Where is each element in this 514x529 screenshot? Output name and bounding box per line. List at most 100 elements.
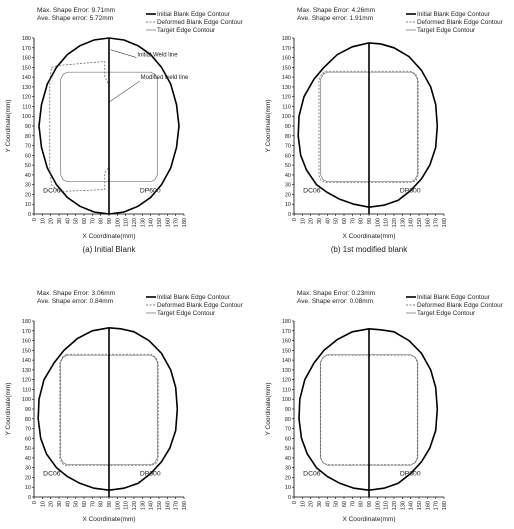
y-axis-title: Y Coordinate(mm) <box>5 383 12 436</box>
x-tick-label: 30 <box>57 501 63 507</box>
x-tick-label: 170 <box>434 501 440 510</box>
x-tick-label: 20 <box>49 501 55 507</box>
annotation-modified-weld-leader <box>109 80 140 102</box>
x-tick-label: 70 <box>90 218 96 224</box>
y-tick-label: 80 <box>285 417 291 423</box>
y-tick-label: 30 <box>285 466 291 472</box>
legend-label-target: Target Edge Contour <box>417 27 475 34</box>
x-tick-label: 20 <box>309 218 315 224</box>
series-target-contour <box>60 354 158 466</box>
x-tick-label: 60 <box>342 218 348 224</box>
x-tick-label: 60 <box>342 501 348 507</box>
y-tick-label: 100 <box>22 114 31 120</box>
x-tick-label: 90 <box>107 218 113 224</box>
y-tick-label: 30 <box>25 183 31 189</box>
y-tick-label: 140 <box>22 75 31 81</box>
x-tick-label: 130 <box>400 218 406 227</box>
y-tick-label: 120 <box>22 378 31 384</box>
y-tick-label: 60 <box>25 436 31 442</box>
chart-panel-2: 0102030405060708090100110120130140150160… <box>265 7 503 254</box>
y-tick-label: 170 <box>22 329 31 335</box>
x-tick-label: 30 <box>317 501 323 507</box>
y-tick-label: 120 <box>282 378 291 384</box>
x-tick-label: 80 <box>359 501 365 507</box>
series-deformed-blank-contour <box>59 353 159 467</box>
y-tick-label: 130 <box>22 368 31 374</box>
max-shape-error: Max. Shape Error: 0.23mm <box>297 290 375 297</box>
x-tick-label: 170 <box>434 218 440 227</box>
y-tick-label: 180 <box>282 319 291 325</box>
y-tick-label: 110 <box>282 104 291 110</box>
x-tick-label: 140 <box>149 501 155 510</box>
chart-panel-3: 0102030405060708090100110120130140150160… <box>5 290 243 529</box>
y-tick-label: 160 <box>282 56 291 62</box>
x-tick-label: 110 <box>384 501 390 510</box>
x-tick-label: 50 <box>334 218 340 224</box>
x-tick-label: 100 <box>115 501 121 510</box>
legend-label-initial: Initial Blank Edge Contour <box>157 294 230 301</box>
y-tick-label: 50 <box>285 446 291 452</box>
y-tick-label: 110 <box>22 104 31 110</box>
series-initial-blank-contour <box>298 328 439 492</box>
y-tick-label: 20 <box>285 192 291 198</box>
series-target-contour <box>319 354 419 466</box>
x-tick-label: 40 <box>325 218 331 224</box>
y-tick-label: 40 <box>285 173 291 179</box>
x-tick-label: 150 <box>417 501 423 510</box>
panel-caption: (b) 1st modified blank <box>331 245 408 254</box>
x-tick-label: 180 <box>182 501 188 510</box>
max-shape-error: Max. Shape Error: 9.71mm <box>37 7 115 14</box>
y-tick-label: 30 <box>285 183 291 189</box>
y-tick-label: 130 <box>22 85 31 91</box>
y-tick-label: 10 <box>285 202 291 208</box>
legend-label-initial: Initial Blank Edge Contour <box>417 11 490 18</box>
x-tick-label: 80 <box>99 501 105 507</box>
x-tick-label: 140 <box>409 218 415 227</box>
y-tick-label: 80 <box>25 134 31 140</box>
x-tick-label: 40 <box>65 501 71 507</box>
ave-shape-error: Ave. Shape error: 5.72mm <box>37 15 113 22</box>
x-tick-label: 80 <box>99 218 105 224</box>
y-tick-label: 0 <box>288 212 291 218</box>
material-label-right: DP600 <box>140 187 161 194</box>
x-tick-label: 90 <box>107 501 113 507</box>
material-label-left: DC06 <box>303 187 321 194</box>
legend-label-initial: Initial Blank Edge Contour <box>157 11 230 18</box>
y-tick-label: 170 <box>22 46 31 52</box>
x-tick-label: 130 <box>140 501 146 510</box>
y-tick-label: 100 <box>22 397 31 403</box>
x-tick-label: 130 <box>400 501 406 510</box>
x-tick-label: 110 <box>124 501 130 510</box>
x-tick-label: 140 <box>149 218 155 227</box>
legend-label-target: Target Edge Contour <box>417 310 475 317</box>
x-tick-label: 40 <box>325 501 331 507</box>
material-label-left: DC06 <box>303 470 321 477</box>
y-tick-label: 170 <box>282 329 291 335</box>
annotation-modified-weld: Modified weld line <box>141 75 189 81</box>
chart-panel-4: 0102030405060708090100110120130140150160… <box>265 290 503 529</box>
y-tick-label: 160 <box>22 56 31 62</box>
y-tick-label: 20 <box>285 475 291 481</box>
y-tick-label: 180 <box>22 36 31 42</box>
panel-caption: (a) Initial Blank <box>83 245 137 254</box>
material-label-left: DC06 <box>43 470 61 477</box>
y-tick-label: 70 <box>25 144 31 150</box>
y-tick-label: 90 <box>25 124 31 130</box>
y-tick-label: 130 <box>282 368 291 374</box>
x-tick-label: 170 <box>174 501 180 510</box>
chart-panel-1: 0102030405060708090100110120130140150160… <box>5 7 243 254</box>
y-tick-label: 30 <box>25 466 31 472</box>
y-tick-label: 170 <box>282 46 291 52</box>
x-tick-label: 170 <box>174 218 180 227</box>
y-axis-title: Y Coordinate(mm) <box>265 100 272 153</box>
y-tick-label: 40 <box>25 173 31 179</box>
y-tick-label: 120 <box>282 95 291 101</box>
y-tick-label: 70 <box>285 427 291 433</box>
y-tick-label: 40 <box>25 456 31 462</box>
x-tick-label: 10 <box>40 501 46 507</box>
x-tick-label: 0 <box>32 501 38 504</box>
x-tick-label: 70 <box>350 218 356 224</box>
x-tick-label: 110 <box>124 218 130 227</box>
x-tick-label: 130 <box>140 218 146 227</box>
max-shape-error: Max. Shape Error: 4.26mm <box>297 7 375 14</box>
